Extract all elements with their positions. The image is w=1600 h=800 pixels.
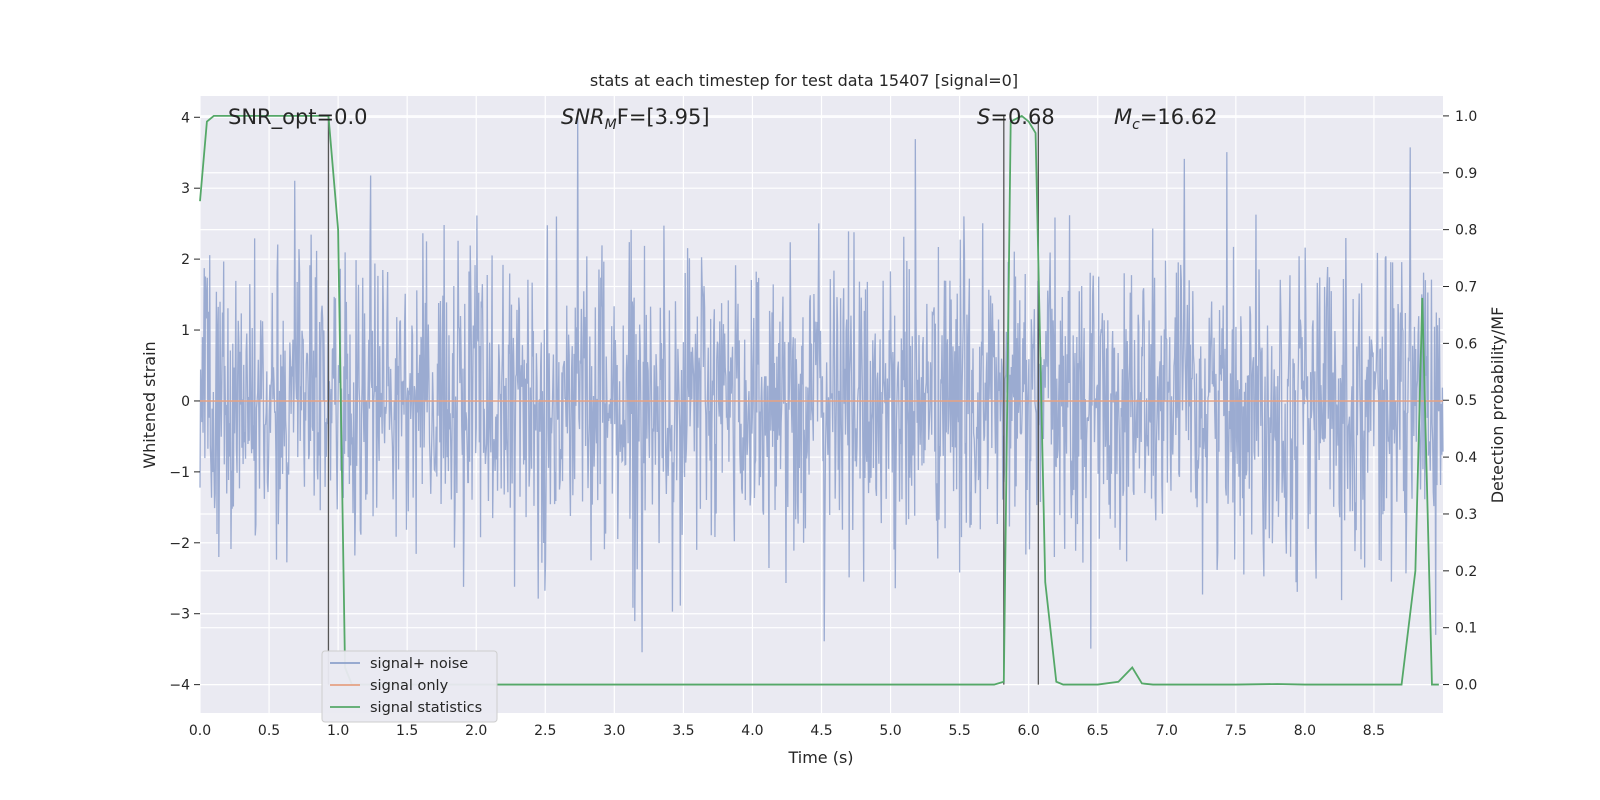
series-signal-plus-noise [199,117,1444,653]
x-tick-label: 5.0 [879,723,901,739]
y-right-tick-label: 0.0 [1455,678,1477,694]
signal-statistics-line [199,114,1439,686]
annotation-stat: S=0.68 [977,105,1055,129]
y-axis-right-ticks: 1.0 0.9 0.8 0.7 0.6 0.5 0.4 0.3 0.2 0.1 0.0 [1443,109,1477,694]
y-tick-label: −4 [169,678,190,694]
annotation-snr-opt: SNR_opt=0.0 [228,105,368,130]
x-tick-label: 4.0 [741,723,763,739]
legend-label: signal statistics [370,700,482,716]
y-right-tick-label: 0.4 [1455,450,1477,466]
y-right-tick-label: 0.7 [1455,280,1477,296]
x-tick-label: 0.5 [258,723,280,739]
x-tick-label: 1.0 [327,723,349,739]
y-right-tick-label: 0.6 [1455,336,1477,352]
x-tick-label: 4.5 [810,723,832,739]
y-right-tick-label: 0.8 [1455,223,1477,239]
x-tick-label: 8.0 [1294,723,1316,739]
y-tick-label: 3 [181,181,190,197]
y-right-tick-label: 0.5 [1455,393,1477,409]
legend-label: signal only [370,678,449,694]
y-axis-right-label: Detection probability/MF [1488,307,1507,504]
chart-title: stats at each timestep for test data 154… [590,71,1018,90]
x-tick-label: 8.5 [1363,723,1385,739]
x-tick-label: 6.0 [1018,723,1040,739]
y-axis-label: Whitened strain [140,341,159,468]
y-tick-label: 4 [181,110,190,126]
y-tick-label: −2 [169,536,190,552]
y-right-tick-label: 0.1 [1455,621,1477,637]
vertical-markers [327,115,1039,685]
x-tick-label: 2.0 [465,723,487,739]
x-tick-label: 5.5 [948,723,970,739]
x-tick-label: 3.5 [672,723,694,739]
x-tick-label: 0.0 [189,723,211,739]
y-right-tick-label: 0.2 [1455,564,1477,580]
y-tick-label: −3 [169,607,190,623]
x-tick-label: 2.5 [534,723,556,739]
annotation-snr-mf: SNRMF=[3.95] [561,105,710,133]
legend-label: signal+ noise [370,656,468,672]
noise-line [199,117,1444,653]
legend: signal+ noise signal only signal statistic… [321,650,498,723]
series-signal-statistics [199,114,1439,686]
x-axis-ticks: 0.0 0.5 1.0 1.5 2.0 2.5 3.0 3.5 4.0 4.5 5.0 5.5 6.0 6… [189,723,1385,739]
x-tick-label: 1.5 [396,723,418,739]
y-tick-label: −1 [169,465,190,481]
y-right-tick-label: 1.0 [1455,109,1477,125]
y-tick-label: 2 [181,252,190,268]
y-axis-ticks: 4 3 2 1 0 −1 −2 −3 −4 [169,110,200,694]
y-tick-label: 0 [181,394,190,410]
y-tick-label: 1 [181,323,190,339]
x-tick-label: 7.0 [1156,723,1178,739]
x-tick-label: 6.5 [1087,723,1109,739]
y-right-tick-label: 0.9 [1455,166,1477,182]
x-axis-label: Time (s) [787,748,853,767]
annotation-chirp-mass: Mc=16.62 [1114,105,1218,133]
y-right-tick-label: 0.3 [1455,507,1477,523]
x-tick-label: 7.5 [1225,723,1247,739]
x-tick-label: 3.0 [603,723,625,739]
